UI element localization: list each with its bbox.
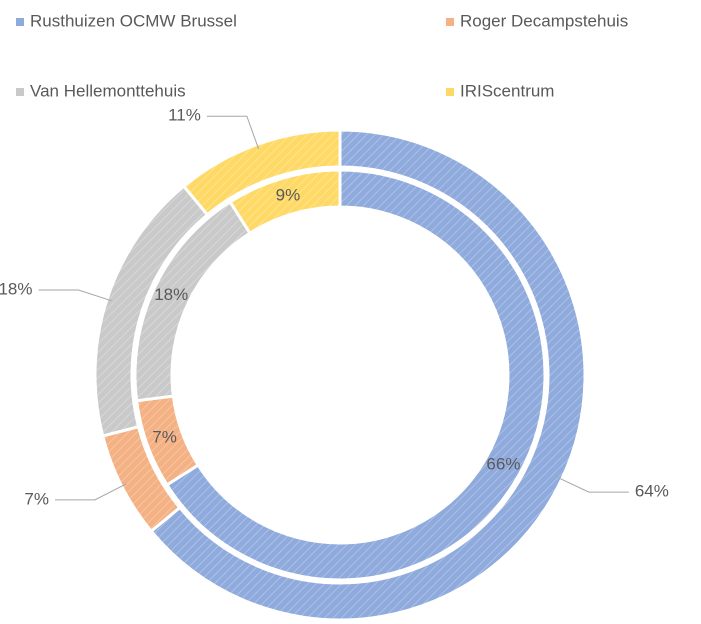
legend-label: Van Hellemonttehuis (30, 81, 186, 100)
legend-marker (446, 88, 454, 96)
legend-marker (446, 18, 454, 26)
leader-line (38, 289, 112, 302)
data-label: 18% (154, 285, 188, 304)
data-label: 18% (0, 280, 32, 299)
legend-label: IRIScentrum (460, 81, 554, 100)
data-label: 7% (152, 428, 177, 447)
data-label: 7% (24, 489, 49, 508)
legend-label: Roger Decampstehuis (460, 11, 628, 30)
legend-marker (16, 88, 24, 96)
doughnut-segment (228, 168, 342, 236)
data-label: 66% (486, 454, 520, 473)
leader-line (556, 476, 629, 493)
leader-line (206, 115, 260, 150)
leader-line (54, 483, 127, 501)
data-label: 64% (635, 482, 669, 501)
doughnut-segment (149, 128, 587, 622)
doughnut-segment (181, 128, 342, 217)
legend-marker (16, 18, 24, 26)
data-label: 11% (168, 106, 201, 125)
doughnut-segment (164, 168, 547, 582)
legend-label: Rusthuizen OCMW Brussel (30, 11, 237, 30)
data-label: 9% (276, 185, 301, 204)
